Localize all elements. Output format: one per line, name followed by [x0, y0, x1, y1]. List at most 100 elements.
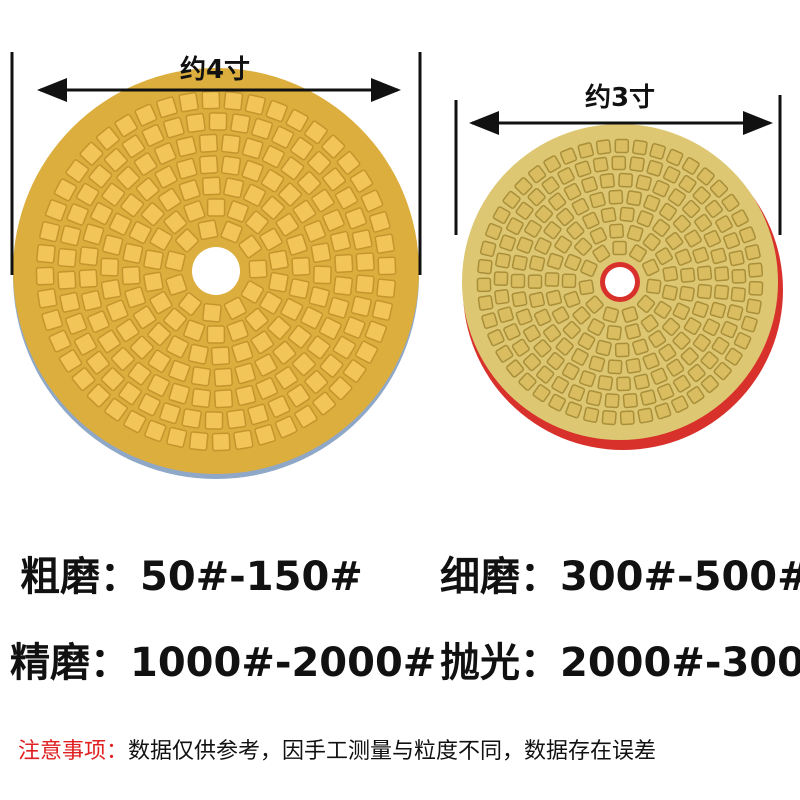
abrasive-block	[227, 410, 246, 429]
note-title: 注意事项：	[18, 739, 128, 764]
abrasive-block	[607, 325, 621, 339]
abrasive-block	[498, 307, 514, 323]
abrasive-block	[529, 292, 544, 307]
abrasive-block	[330, 231, 350, 251]
abrasive-block	[512, 292, 527, 307]
abrasive-block	[203, 304, 222, 323]
abrasive-block	[583, 407, 598, 422]
abrasive-block	[255, 424, 276, 445]
abrasive-block	[612, 156, 625, 169]
abrasive-block	[200, 134, 218, 152]
abrasive-block	[248, 404, 269, 425]
abrasive-block	[102, 235, 123, 256]
abrasive-block	[610, 224, 624, 238]
abrasive-block	[335, 255, 353, 273]
abrasive-block	[186, 113, 205, 132]
abrasive-block	[207, 326, 224, 343]
grit-label: 精磨：1000#-2000#	[10, 640, 436, 686]
abrasive-block	[593, 157, 608, 172]
abrasive-block	[179, 92, 198, 111]
abrasive-block	[578, 142, 594, 158]
abrasive-block	[123, 243, 143, 263]
abrasive-block	[198, 220, 218, 240]
abrasive-block	[630, 157, 645, 172]
abrasive-block	[625, 323, 641, 339]
abrasive-block	[710, 302, 726, 318]
abrasive-block	[480, 241, 496, 257]
abrasive-block	[619, 173, 633, 187]
abrasive-block	[646, 279, 661, 294]
size-label: 约4寸	[180, 54, 250, 85]
abrasive-block	[377, 279, 396, 298]
abrasive-block	[711, 248, 727, 264]
abrasive-block	[60, 225, 81, 246]
abrasive-block	[741, 316, 757, 332]
abrasive-block	[748, 263, 762, 277]
note: 注意事项：数据仅供参考，因手工测量与粒度不同，数据存在误差	[18, 739, 656, 764]
abrasive-block	[596, 340, 612, 356]
abrasive-block	[165, 251, 186, 272]
abrasive-block	[609, 190, 623, 204]
abrasive-block	[662, 285, 677, 300]
abrasive-block	[633, 140, 648, 155]
abrasive-block	[608, 360, 622, 374]
abrasive-block	[235, 385, 255, 405]
abrasive-block	[601, 208, 616, 223]
abrasive-block	[58, 249, 76, 267]
abrasive-block	[176, 158, 197, 179]
abrasive-block	[334, 276, 353, 295]
abrasive-block	[627, 225, 643, 241]
abrasive-block	[598, 376, 613, 391]
abrasive-block	[495, 290, 510, 305]
large-hole	[192, 247, 240, 295]
abrasive-block	[309, 287, 330, 308]
abrasive-block	[746, 299, 761, 314]
abrasive-block	[714, 285, 728, 299]
abrasive-block	[144, 250, 164, 270]
abrasive-block	[39, 221, 59, 241]
grit-label: 抛光：2000#-3000#	[440, 640, 800, 686]
abrasive-block	[372, 300, 392, 320]
abrasive-block	[83, 224, 104, 245]
abrasive-block	[369, 211, 390, 232]
abrasive-block	[224, 178, 244, 198]
abrasive-block	[212, 433, 229, 450]
abrasive-block	[529, 256, 545, 272]
abrasive-block	[234, 430, 253, 449]
abrasive-block	[697, 266, 711, 280]
note-text: 数据仅供参考，因手工测量与粒度不同，数据存在误差	[128, 739, 656, 764]
abrasive-block	[638, 408, 653, 423]
abrasive-block	[328, 297, 349, 318]
abrasive-block	[79, 247, 98, 266]
abrasive-block	[81, 290, 101, 310]
abrasive-block	[495, 253, 510, 268]
abrasive-block	[205, 412, 222, 429]
abrasive-block	[231, 114, 251, 134]
abrasive-block	[144, 272, 164, 292]
abrasive-block	[605, 394, 619, 408]
grit-label: 细磨：300#-500#	[440, 554, 800, 600]
abrasive-block	[663, 266, 678, 281]
abrasive-block	[200, 156, 218, 174]
abrasive-block	[221, 134, 240, 153]
abrasive-block	[37, 289, 56, 308]
abrasive-block	[289, 279, 309, 299]
abrasive-block	[634, 374, 649, 389]
abrasive-block	[235, 363, 256, 384]
abrasive-block	[182, 409, 202, 429]
abrasive-block	[188, 344, 208, 364]
abrasive-block	[101, 258, 119, 276]
abrasive-block	[731, 287, 745, 301]
abrasive-block	[356, 275, 374, 293]
abrasive-block	[36, 267, 53, 284]
abrasive-block	[163, 117, 184, 138]
abrasive-block	[590, 192, 606, 208]
abrasive-block	[626, 358, 641, 373]
abrasive-block	[221, 156, 240, 175]
abrasive-block	[224, 92, 243, 111]
abrasive-block	[209, 113, 226, 130]
abrasive-block	[546, 290, 562, 306]
abrasive-block	[622, 306, 638, 322]
size-label: 约3寸	[585, 82, 655, 113]
